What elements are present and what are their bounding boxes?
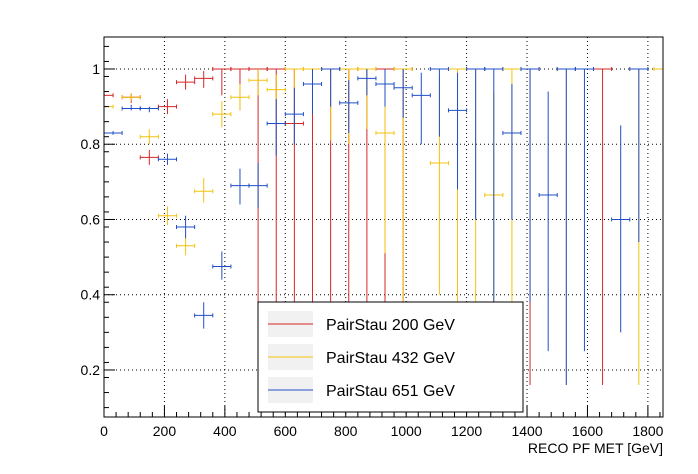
x-tick-label: 1400 bbox=[511, 423, 542, 439]
y-tick-label: 0.6 bbox=[81, 211, 101, 227]
data-point bbox=[194, 178, 214, 203]
data-point bbox=[194, 302, 214, 329]
x-tick-label: 1200 bbox=[451, 423, 482, 439]
data-point bbox=[375, 68, 395, 107]
x-tick-label: 0 bbox=[100, 423, 108, 439]
x-tick-label: 600 bbox=[274, 423, 298, 439]
data-point bbox=[212, 251, 232, 280]
data-point bbox=[248, 68, 268, 96]
data-point bbox=[484, 66, 504, 333]
x-tick-label: 1600 bbox=[572, 423, 603, 439]
data-point bbox=[502, 84, 522, 220]
data-point bbox=[176, 74, 196, 90]
x-tick-label: 1000 bbox=[391, 423, 422, 439]
x-axis-title: RECO PF MET [GeV] bbox=[528, 440, 663, 456]
data-point bbox=[139, 106, 159, 113]
data-point bbox=[629, 66, 649, 243]
data-point bbox=[176, 234, 196, 256]
data-point bbox=[248, 163, 268, 209]
data-point bbox=[429, 66, 449, 137]
y-tick-label: 1 bbox=[92, 61, 100, 77]
data-point bbox=[157, 153, 178, 165]
data-point bbox=[447, 72, 468, 190]
data-point bbox=[411, 72, 431, 145]
data-point bbox=[520, 66, 540, 303]
data-point bbox=[176, 215, 196, 239]
y-tick-label: 0.8 bbox=[81, 136, 101, 152]
data-point bbox=[574, 66, 595, 352]
data-point bbox=[194, 70, 214, 88]
data-point bbox=[393, 68, 413, 118]
x-tick-label: 1800 bbox=[632, 423, 663, 439]
y-tick-label: 0.4 bbox=[81, 287, 101, 303]
data-series bbox=[103, 66, 664, 386]
legend-label: PairStau 651 GeV bbox=[326, 383, 455, 400]
x-tick-label: 800 bbox=[334, 423, 358, 439]
x-tick-label: 400 bbox=[213, 423, 237, 439]
data-point bbox=[157, 206, 178, 226]
data-point bbox=[139, 129, 159, 145]
data-point bbox=[121, 93, 141, 101]
axes: 0 200 400 600 800 1000 1200 1400 1600 1800 0.2 0.4 0… bbox=[81, 45, 664, 439]
y-tick-label: 0.2 bbox=[81, 362, 101, 378]
data-point bbox=[212, 100, 232, 128]
legend-label: PairStau 200 GeV bbox=[326, 317, 455, 334]
legend-label: PairStau 432 GeV bbox=[326, 350, 455, 367]
series-pairstau-651-gev bbox=[103, 66, 649, 386]
data-point bbox=[321, 66, 341, 107]
data-point bbox=[357, 68, 377, 96]
data-point bbox=[556, 66, 576, 386]
data-point bbox=[611, 125, 631, 333]
legend: PairStau 200 GeV PairStau 432 GeV PairStau… bbox=[257, 301, 524, 413]
data-point bbox=[230, 84, 250, 111]
data-point bbox=[538, 91, 558, 352]
data-point bbox=[284, 87, 304, 145]
data-point bbox=[266, 99, 286, 156]
data-point bbox=[339, 80, 359, 133]
x-tick-label: 200 bbox=[153, 423, 177, 439]
data-point bbox=[302, 68, 323, 115]
